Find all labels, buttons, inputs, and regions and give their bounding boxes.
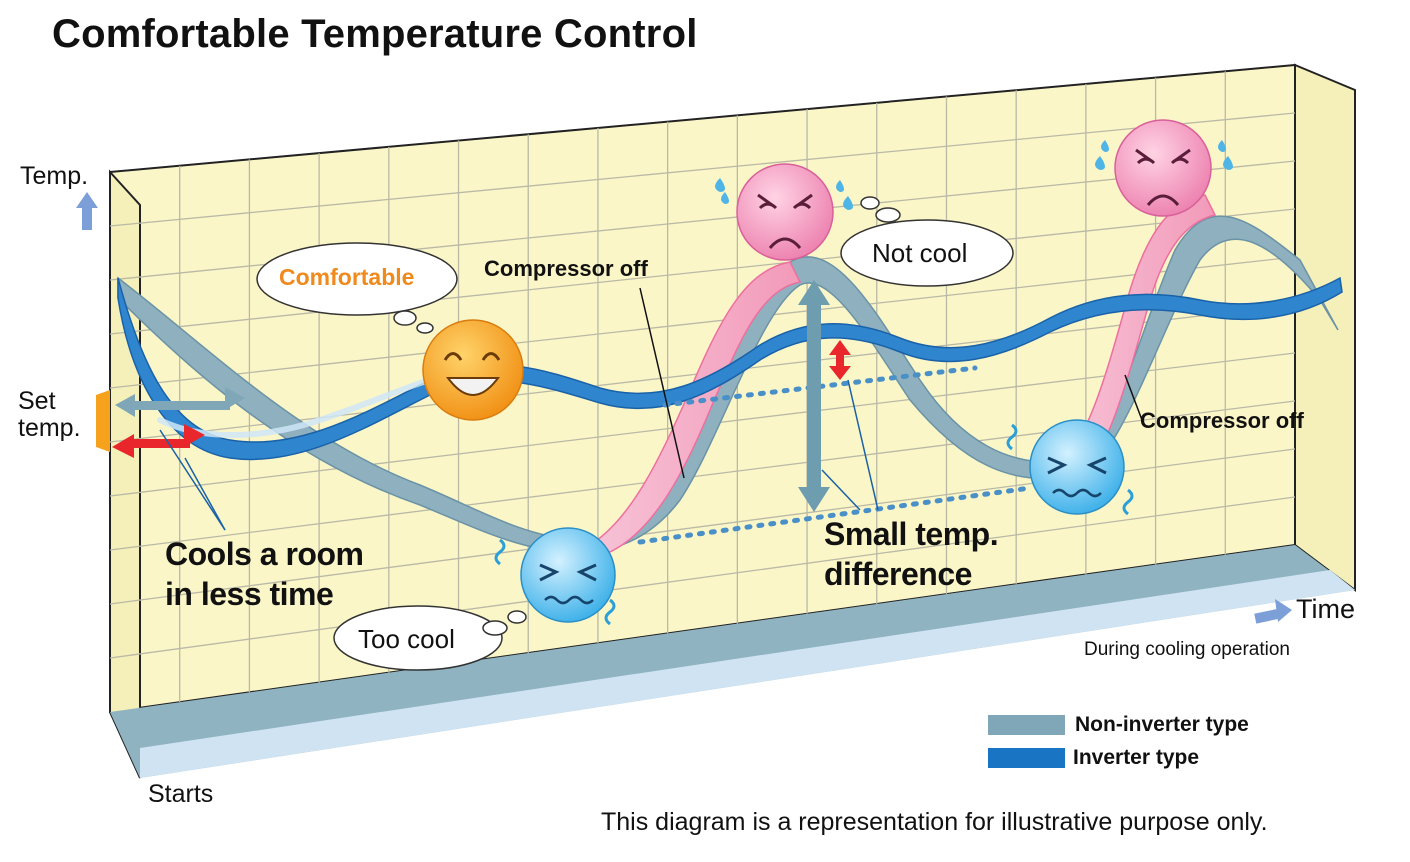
chart-side-panel [1294,63,1356,592]
set-temp-marker [96,390,110,452]
not-cool-callout: Not cool [872,238,968,268]
non-inverter-time-arrow [115,387,245,417]
large-temp-difference-arrow [798,280,830,512]
diagram-title: Comfortable Temperature Control [52,12,698,56]
pink-ribbon-1 [588,261,802,553]
not-cool-bubble [840,196,1014,287]
dotted-line-lower [637,485,1033,545]
inverter-ribbon-highlight [157,372,453,438]
cold-face-icon-1 [494,527,616,626]
time-axis-arrow [1254,599,1292,624]
compressor-off-label-1: Compressor off [484,256,648,281]
operation-note: During cooling operation [1084,639,1290,660]
chart-left-edge [109,169,141,779]
pink-ribbon-2 [1058,194,1217,479]
inverter-time-arrow [112,424,205,458]
cools-room-callout: Cools a room in less time [165,536,364,612]
hot-face-icon-2 [1095,119,1233,217]
set-temp-label: Set temp. [18,387,81,442]
grid-line-horizontal [110,208,1295,335]
time-axis-label: Time [1296,594,1355,624]
comfortable-bubble [256,242,458,334]
small-temp-difference-callout: Small temp. difference [824,516,999,592]
temp-axis-label: Temp. [20,162,89,190]
legend-swatch-non-inverter [988,715,1065,735]
disclaimer: This diagram is a representation for ill… [601,808,1268,836]
too-cool-bubble [333,605,527,671]
grid-line-horizontal [110,256,1295,389]
compressor-off-label-2: Compressor off [1140,408,1304,433]
legend-swatch-inverter [988,748,1065,768]
grid-line-horizontal [110,496,1295,659]
temp-axis-arrow [76,192,98,230]
legend-label-inverter: Inverter type [1073,746,1200,769]
hot-face-icon-1 [715,163,853,261]
grid-line-horizontal [110,112,1295,227]
chart-floor-light [140,570,1355,778]
compressor-pointer-lines [639,287,1143,479]
too-cool-callout: Too cool [358,624,455,654]
pointer-lines [159,379,879,531]
cold-face-icon-2 [1006,419,1134,516]
small-temp-difference-arrow [829,340,851,380]
comfortable-callout: Comfortable [279,264,415,290]
happy-face-icon [422,319,524,421]
legend-label-non-inverter: Non-inverter type [1075,713,1249,736]
starts-label: Starts [148,780,214,808]
